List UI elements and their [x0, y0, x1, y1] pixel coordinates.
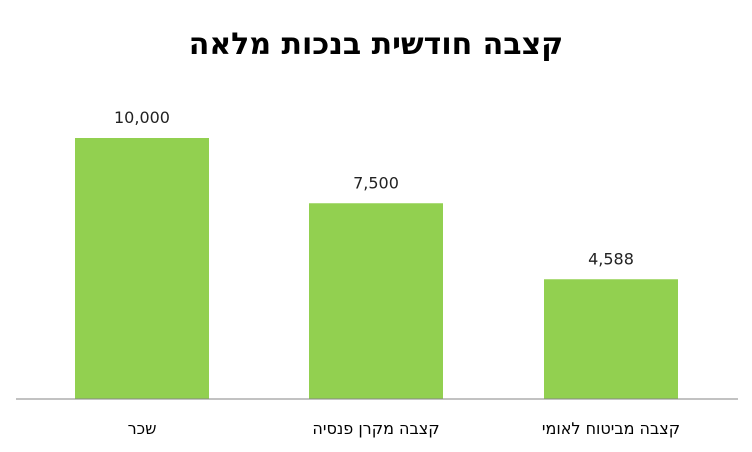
x-tick-label: קצבה מקרן פנסיה — [312, 419, 439, 438]
data-label: 4,588 — [588, 249, 634, 268]
bar — [75, 138, 209, 399]
data-label: 7,500 — [353, 173, 399, 192]
bar — [309, 203, 443, 399]
bar — [544, 279, 678, 399]
data-label: 10,000 — [114, 108, 170, 127]
x-tick-label: קצבה מביטוח לאומי — [542, 419, 680, 438]
x-tick-label: שכר — [128, 419, 157, 438]
chart-title: קצבה חודשית בנכות מלאה — [189, 27, 564, 62]
